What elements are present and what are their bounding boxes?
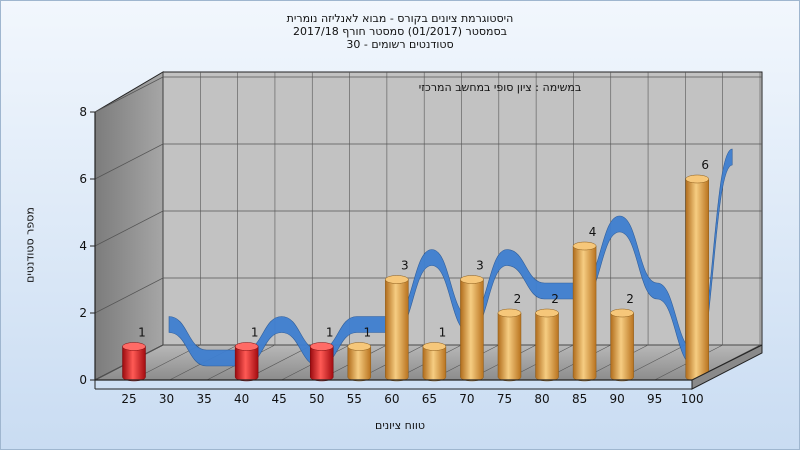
x-tick-label: 65 xyxy=(422,392,437,406)
y-axis-label: מספר סטודנטים xyxy=(23,207,37,283)
bar-value-label: 1 xyxy=(251,326,259,340)
bar-top xyxy=(610,308,634,318)
bar: 2 xyxy=(535,292,559,382)
y-tick-label: 4 xyxy=(79,239,87,253)
x-tick-label: 35 xyxy=(196,392,211,406)
bar-value-label: 3 xyxy=(401,259,409,273)
bar: 3 xyxy=(460,259,484,382)
x-tick-label: 25 xyxy=(121,392,136,406)
x-tick-label: 30 xyxy=(159,392,174,406)
bar-value-label: 1 xyxy=(326,326,334,340)
bar-top xyxy=(385,275,409,284)
bar-value-label: 1 xyxy=(363,326,371,340)
bar-body xyxy=(122,346,146,382)
bar-top xyxy=(234,342,259,351)
bar-body xyxy=(497,312,522,382)
bar-body xyxy=(572,245,597,382)
bar-body xyxy=(460,279,484,382)
bar-value-label: 2 xyxy=(551,292,559,306)
bar-top xyxy=(572,241,597,251)
y-tick-label: 0 xyxy=(79,373,87,387)
bar-top xyxy=(685,174,709,184)
bar: 2 xyxy=(610,292,634,382)
x-tick-label: 70 xyxy=(459,392,474,406)
x-tick-label: 80 xyxy=(534,392,549,406)
bar-body xyxy=(535,312,559,382)
bar-top xyxy=(309,342,334,351)
chart-walls xyxy=(94,71,763,381)
cumulative-ribbon xyxy=(168,148,733,367)
bar-value-label: 6 xyxy=(701,158,709,172)
bar-value-label: 1 xyxy=(138,326,146,340)
axes: 0 2 4 6 8 25 30 35 40 45 50 55 60 65 70 75 80 85 90 95 100 xyxy=(79,105,763,406)
bar-body xyxy=(610,312,634,382)
chart-title-line-1: היסטוגרמת ציונים בקורס - מבוא לאנליזה נו… xyxy=(286,12,514,25)
bar-top xyxy=(422,342,447,351)
bar: 4 xyxy=(572,225,597,382)
bar-body xyxy=(422,346,447,382)
bar-top xyxy=(460,275,484,284)
bar: 2 xyxy=(497,292,522,382)
bar: 1 xyxy=(234,326,259,382)
x-tick-label: 50 xyxy=(309,392,324,406)
x-tick-label: 95 xyxy=(647,392,662,406)
y-tick-label: 2 xyxy=(79,306,87,320)
x-tick-label: 90 xyxy=(609,392,624,406)
bar-value-label: 2 xyxy=(626,292,634,306)
y-tick-label: 6 xyxy=(79,172,87,186)
bar-value-label: 3 xyxy=(476,259,484,273)
chart-title-line-2: בסמסטר (01/2017) סמסטר חורף 2017/18 xyxy=(293,25,507,38)
chart-subtitle: במשימה : ציון סופי במחשב המרכזי xyxy=(418,81,582,94)
bar-body xyxy=(234,346,259,382)
bar: 6 xyxy=(685,158,709,382)
bar: 1 xyxy=(422,326,447,382)
bar-value-label: 4 xyxy=(589,225,597,239)
x-tick-label: 40 xyxy=(234,392,249,406)
bar-body xyxy=(309,346,334,382)
x-tick-label: 85 xyxy=(572,392,587,406)
bar-top xyxy=(535,308,559,318)
y-tick-label: 8 xyxy=(79,105,87,119)
bar-top xyxy=(122,342,146,351)
x-tick-label: 75 xyxy=(497,392,512,406)
bar-value-label: 2 xyxy=(514,292,522,306)
bar-body xyxy=(685,178,709,382)
chart-title-line-3: סטודנטים רשומים - 30 xyxy=(346,38,454,51)
bar-top xyxy=(497,308,522,318)
bar: 1 xyxy=(122,326,146,382)
bars: 1 1 1 1 3 1 3 2 2 4 2 6 xyxy=(122,158,709,382)
ribbon-band xyxy=(168,148,733,367)
bar-top xyxy=(347,342,372,351)
x-tick-label: 55 xyxy=(347,392,362,406)
bar: 3 xyxy=(385,259,409,382)
x-tick-label: 60 xyxy=(384,392,399,406)
x-axis-label: טווח ציונים xyxy=(375,419,425,432)
bar-value-label: 1 xyxy=(439,326,447,340)
bar-body xyxy=(385,279,409,382)
bar-body xyxy=(347,346,372,382)
bar: 1 xyxy=(347,326,372,382)
x-tick-label: 100 xyxy=(681,392,704,406)
bar: 1 xyxy=(309,326,334,382)
left-wall xyxy=(94,71,164,381)
floor-edge xyxy=(691,344,763,390)
x-tick-label: 45 xyxy=(272,392,287,406)
